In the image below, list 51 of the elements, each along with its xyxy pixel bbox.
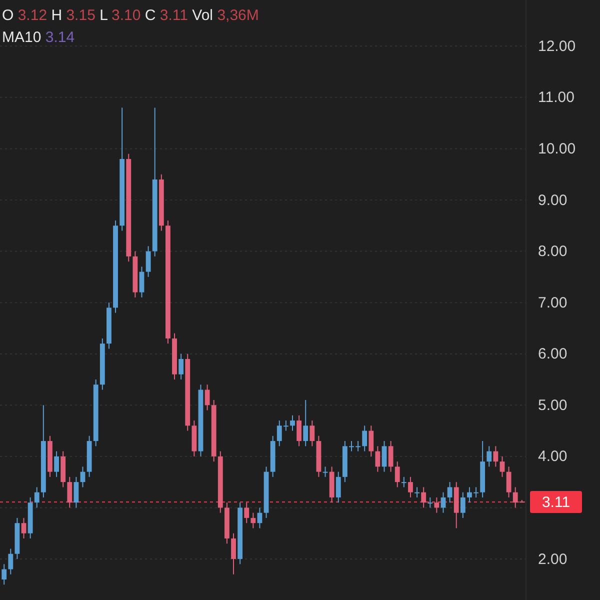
y-tick-label: 8.00 xyxy=(538,243,568,260)
candlestick xyxy=(244,502,250,524)
candlestick xyxy=(401,476,406,488)
candlestick xyxy=(322,466,328,478)
candlestick xyxy=(362,425,368,452)
candlestick xyxy=(290,414,295,432)
candlestick xyxy=(67,476,72,508)
y-tick-label: 11.00 xyxy=(538,89,574,106)
candlestick xyxy=(54,450,59,478)
candlestick xyxy=(2,564,7,586)
y-tick-label: 7.00 xyxy=(538,294,568,312)
candlestick xyxy=(394,461,400,488)
y-tick-label: 4.00 xyxy=(538,448,568,466)
candlestick xyxy=(375,446,380,472)
candlestick xyxy=(336,471,341,504)
candlestick xyxy=(493,446,498,468)
y-tick-label: 2.00 xyxy=(538,550,568,568)
candlestick xyxy=(250,512,256,529)
candlestick xyxy=(434,496,440,514)
candlestick xyxy=(231,532,236,575)
candlestick xyxy=(303,400,308,447)
candlestick xyxy=(146,246,151,278)
candlestick xyxy=(486,446,492,468)
candlestick xyxy=(447,482,452,504)
candlestick xyxy=(460,492,466,518)
candlestick xyxy=(74,476,79,508)
y-tick-label: 5.00 xyxy=(538,396,568,414)
candlestick xyxy=(368,425,374,457)
candlestick xyxy=(178,353,184,380)
candlestick xyxy=(506,466,512,498)
candlestick xyxy=(382,440,387,472)
y-tick-label: 6.00 xyxy=(538,346,568,363)
candlestick xyxy=(34,486,40,508)
y-tick-label: 12.00 xyxy=(538,38,576,55)
y-tick-label: 9.00 xyxy=(538,192,568,209)
ref-line-label: 3.11 xyxy=(542,494,570,512)
candlestick xyxy=(8,548,14,575)
candlestick xyxy=(296,414,302,447)
annotation: MA10 3.14 xyxy=(2,29,75,46)
candlestick xyxy=(428,496,433,508)
candlestick xyxy=(421,486,426,508)
candlestick xyxy=(21,517,26,539)
candlestick xyxy=(204,384,210,411)
candlestick xyxy=(139,266,144,298)
candlestick xyxy=(388,440,394,472)
text: O 3.12 H 3.15 L 3.10 C 3.11 Vol 3,36M xyxy=(2,7,259,24)
candlestick xyxy=(414,486,420,498)
candlestick xyxy=(310,420,315,447)
candlestick xyxy=(408,476,413,498)
y-tick-label: 10.00 xyxy=(538,140,576,158)
candlestick xyxy=(500,456,505,478)
